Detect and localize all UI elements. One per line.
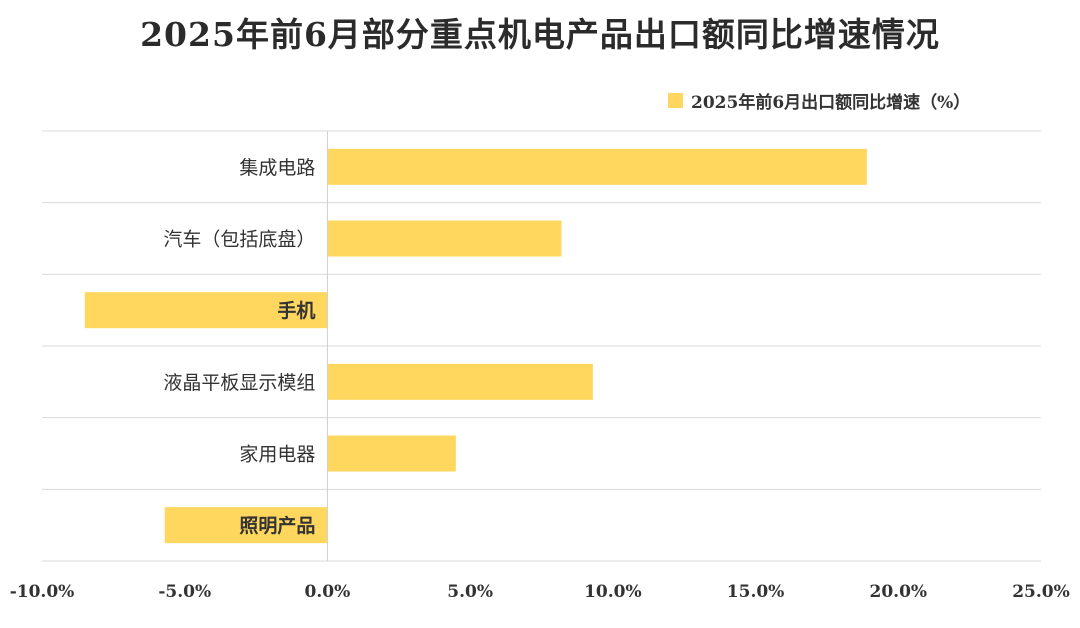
chart-title: 2025年前6月部分重点机电产品出口额同比增速情况 xyxy=(140,15,940,54)
x-tick-label: 10.0% xyxy=(584,582,642,602)
bar-5 xyxy=(327,435,456,472)
category-label-3: 手机 xyxy=(277,299,315,322)
legend-label: 2025年前6月出口额同比增速（%） xyxy=(691,92,971,113)
category-label-4: 液晶平板显示模组 xyxy=(163,372,315,394)
category-label-1: 集成电路 xyxy=(239,157,315,179)
bar-6 xyxy=(164,507,328,544)
bar-3 xyxy=(84,292,328,329)
x-tick-label: 20.0% xyxy=(870,582,928,602)
category-label-2: 汽车（包括底盘） xyxy=(163,229,315,251)
x-tick-label: -5.0% xyxy=(158,582,211,602)
bar-4 xyxy=(327,363,593,400)
x-tick-label: 25.0% xyxy=(1012,582,1070,602)
category-label-5: 家用电器 xyxy=(239,444,315,466)
x-tick-label: -10.0% xyxy=(10,582,75,602)
legend-swatch xyxy=(668,92,683,108)
x-tick-label: 0.0% xyxy=(305,582,351,602)
bar-1 xyxy=(327,148,867,185)
x-tick-label: 5.0% xyxy=(447,582,493,602)
bar-2 xyxy=(327,220,562,257)
legend: 2025年前6月出口额同比增速（%） xyxy=(668,88,971,113)
category-label-6: 照明产品 xyxy=(239,514,315,537)
x-tick-label: 15.0% xyxy=(727,582,785,602)
